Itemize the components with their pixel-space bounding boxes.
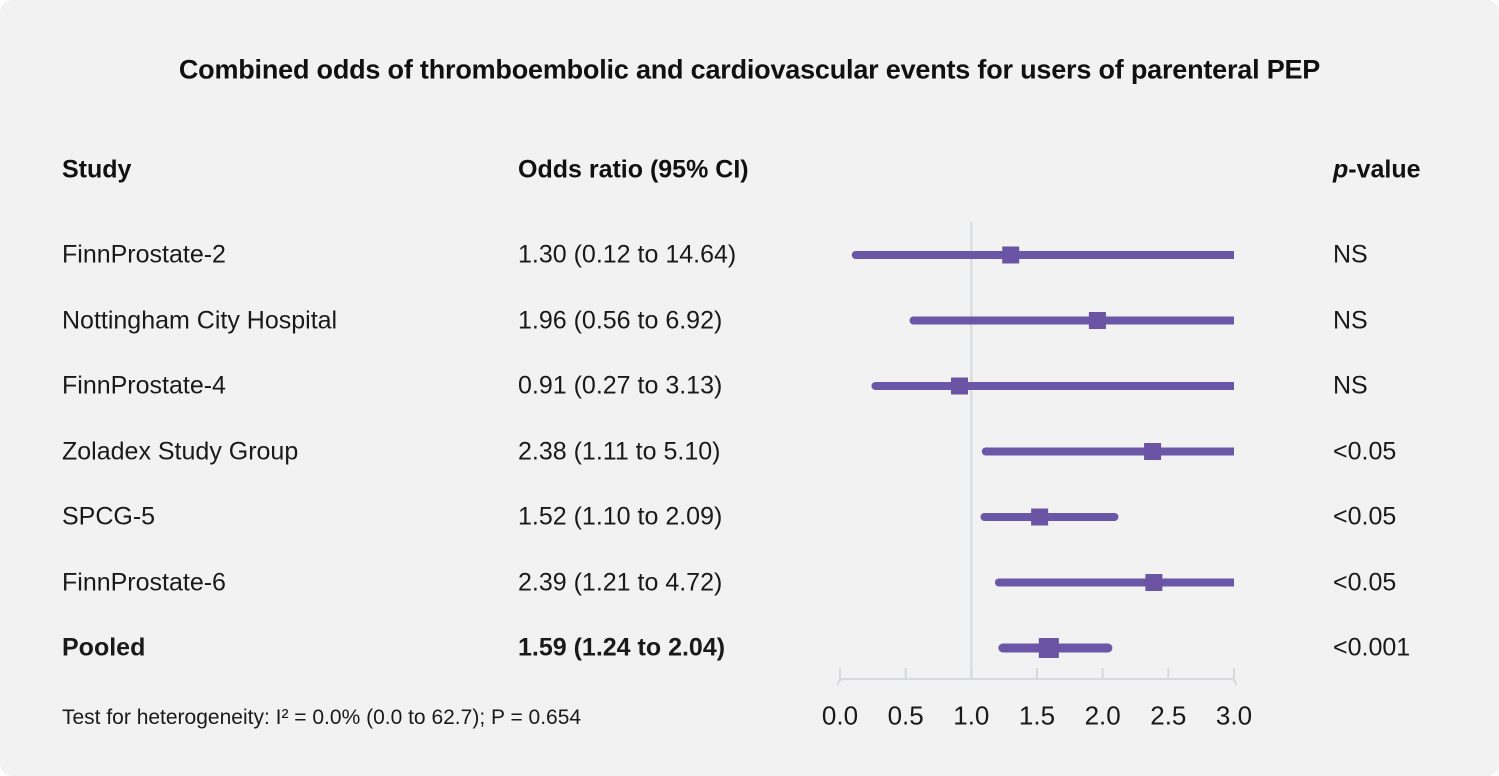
p-value-suffix: -value bbox=[1348, 155, 1421, 184]
odds-ratio-ci-text: 2.38 (1.11 to 5.10) bbox=[518, 437, 721, 465]
study-name: SPCG-5 bbox=[62, 502, 156, 531]
x-axis-tick-label: 2.0 bbox=[1084, 700, 1121, 731]
odds-ratio-ci-text: 1.52 (1.10 to 2.09) bbox=[518, 502, 723, 531]
ci-right-cap bbox=[1110, 513, 1119, 521]
pooled-marker bbox=[1038, 638, 1059, 658]
column-header-study: Study bbox=[62, 155, 132, 184]
x-axis-line bbox=[837, 678, 1237, 686]
ci-left-cap bbox=[994, 578, 1003, 587]
odds-ratio-ci-text: 1.59 (1.24 to 2.04) bbox=[518, 633, 726, 662]
x-axis-tick-label: 1.0 bbox=[953, 700, 990, 731]
odds-ratio-ci-text: 2.39 (1.21 to 4.72) bbox=[518, 568, 723, 596]
study-name: Nottingham City Hospital bbox=[62, 306, 338, 334]
p-value-text: <0.001 bbox=[1333, 633, 1411, 662]
x-axis-tick-label: 0.0 bbox=[821, 700, 859, 731]
x-axis-tick-label: 1.5 bbox=[1018, 700, 1056, 731]
or-marker bbox=[951, 377, 969, 395]
study-name: Pooled bbox=[62, 633, 146, 662]
ci-left-cap bbox=[980, 513, 989, 521]
p-value-text: NS bbox=[1333, 240, 1368, 269]
heterogeneity-footnote: Test for heterogeneity: I² = 0.0% (0.0 t… bbox=[62, 706, 582, 729]
x-axis-tick-label: 3.0 bbox=[1215, 700, 1253, 731]
x-axis-tick-label: 2.5 bbox=[1150, 700, 1187, 731]
p-value-italic-p: p bbox=[1333, 155, 1349, 184]
or-marker bbox=[1145, 574, 1163, 591]
ci-left-cap bbox=[981, 447, 990, 456]
study-name: FinnProstate-4 bbox=[62, 371, 226, 400]
odds-ratio-ci-text: 0.91 (0.27 to 3.13) bbox=[518, 371, 723, 400]
column-header-odds-ratio: Odds ratio (95% CI) bbox=[518, 155, 749, 184]
or-marker bbox=[1144, 443, 1162, 460]
p-value-text: <0.05 bbox=[1333, 568, 1397, 596]
study-name: FinnProstate-2 bbox=[62, 240, 226, 269]
odds-ratio-ci-text: 1.96 (0.56 to 6.92) bbox=[518, 306, 723, 334]
p-value-text: NS bbox=[1333, 306, 1368, 334]
ci-right-cap bbox=[1103, 643, 1113, 653]
ci-left-cap bbox=[998, 643, 1008, 653]
or-marker bbox=[1002, 246, 1020, 264]
odds-ratio-ci-text: 1.30 (0.12 to 14.64) bbox=[518, 240, 737, 269]
x-axis-tick-label: 0.5 bbox=[887, 700, 924, 731]
study-name: FinnProstate-6 bbox=[62, 568, 226, 596]
p-value-text: <0.05 bbox=[1333, 437, 1397, 465]
p-value-text: NS bbox=[1333, 371, 1368, 400]
study-name: Zoladex Study Group bbox=[62, 437, 299, 465]
ci-left-cap bbox=[851, 251, 860, 259]
column-header-p-value: p-value bbox=[1333, 156, 1421, 185]
or-marker bbox=[1088, 312, 1106, 329]
ci-left-cap bbox=[871, 382, 880, 390]
p-value-text: <0.05 bbox=[1333, 502, 1397, 531]
or-marker bbox=[1031, 508, 1049, 526]
ci-left-cap bbox=[909, 316, 918, 325]
chart-title: Combined odds of thromboembolic and card… bbox=[178, 54, 1321, 85]
